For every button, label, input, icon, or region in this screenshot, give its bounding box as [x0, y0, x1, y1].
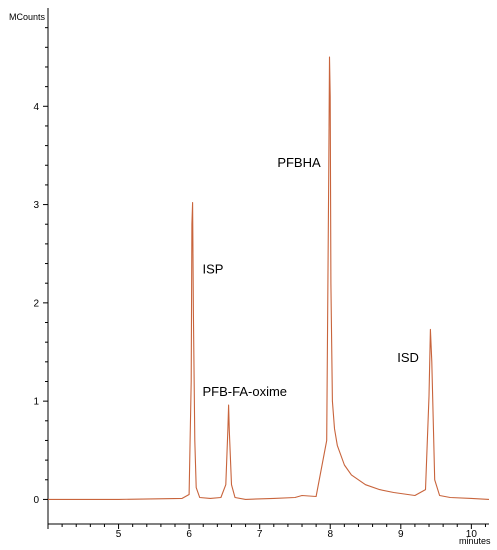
- chromatogram-series: [48, 56, 490, 500]
- chromatogram-trace: [48, 56, 490, 500]
- peak-annotation: ISP: [203, 261, 224, 276]
- peak-annotations: PFBHA ISP PFB-FA-oxime ISD: [203, 155, 419, 399]
- y-axis-unit-label: MCounts: [9, 12, 46, 22]
- x-tick-label: 9: [398, 529, 404, 540]
- x-axis-unit-label: minutes: [459, 536, 491, 546]
- x-tick-label: 10: [466, 529, 478, 540]
- peak-annotation: ISD: [397, 350, 419, 365]
- x-axis-ticks: 5 6 7 8 9 10: [47, 524, 486, 540]
- y-tick-label: 1: [33, 397, 39, 408]
- y-tick-label: 4: [33, 102, 39, 113]
- y-tick-label: 2: [33, 298, 39, 309]
- x-tick-label: 7: [257, 529, 263, 540]
- y-axis-ticks: 0 1 2 3 4: [33, 27, 48, 506]
- x-tick-label: 5: [116, 529, 122, 540]
- y-tick-label: 3: [33, 200, 39, 211]
- peak-annotation: PFBHA: [277, 155, 321, 170]
- y-tick-label: 0: [33, 495, 39, 506]
- plot-axes: [47, 8, 489, 525]
- peak-annotation: PFB-FA-oxime: [203, 384, 288, 399]
- x-tick-label: 8: [327, 529, 333, 540]
- x-tick-label: 6: [186, 529, 192, 540]
